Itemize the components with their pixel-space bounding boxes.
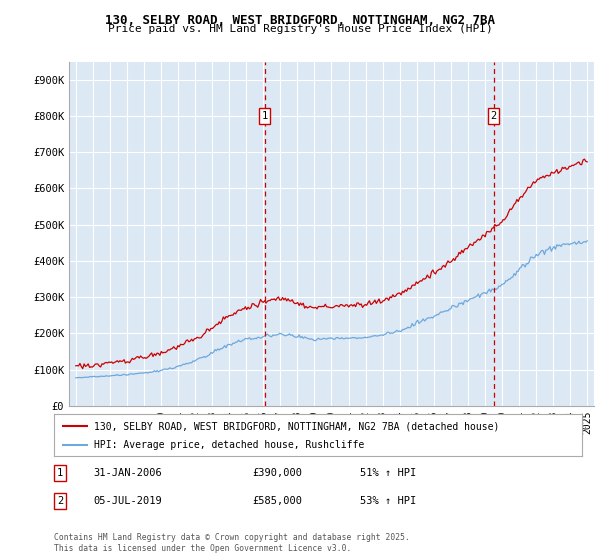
Text: £390,000: £390,000	[252, 468, 302, 478]
Text: 1: 1	[57, 468, 63, 478]
Text: 130, SELBY ROAD, WEST BRIDGFORD, NOTTINGHAM, NG2 7BA (detached house): 130, SELBY ROAD, WEST BRIDGFORD, NOTTING…	[94, 421, 499, 431]
Text: 31-JAN-2006: 31-JAN-2006	[93, 468, 162, 478]
Text: 1: 1	[262, 111, 268, 121]
Text: HPI: Average price, detached house, Rushcliffe: HPI: Average price, detached house, Rush…	[94, 440, 364, 450]
Text: 51% ↑ HPI: 51% ↑ HPI	[360, 468, 416, 478]
Text: 53% ↑ HPI: 53% ↑ HPI	[360, 496, 416, 506]
Text: Price paid vs. HM Land Registry's House Price Index (HPI): Price paid vs. HM Land Registry's House …	[107, 24, 493, 34]
Text: 05-JUL-2019: 05-JUL-2019	[93, 496, 162, 506]
Text: 2: 2	[490, 111, 497, 121]
Text: 130, SELBY ROAD, WEST BRIDGFORD, NOTTINGHAM, NG2 7BA: 130, SELBY ROAD, WEST BRIDGFORD, NOTTING…	[105, 14, 495, 27]
Text: 2: 2	[57, 496, 63, 506]
Text: Contains HM Land Registry data © Crown copyright and database right 2025.
This d: Contains HM Land Registry data © Crown c…	[54, 533, 410, 553]
Text: £585,000: £585,000	[252, 496, 302, 506]
